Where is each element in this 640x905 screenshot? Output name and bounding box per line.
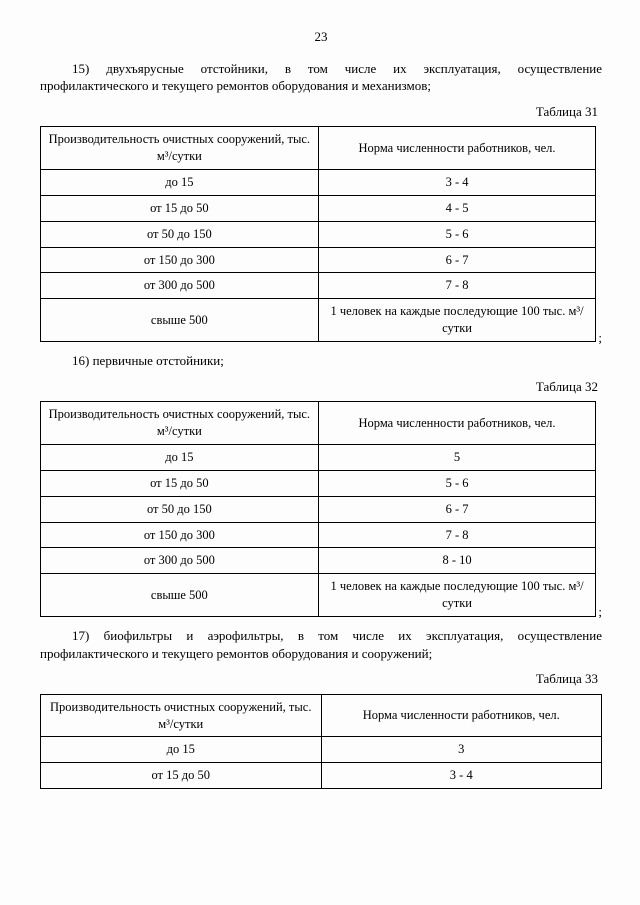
cell: от 15 до 50 (41, 470, 319, 496)
trailing-semicolon: ; (598, 603, 602, 621)
table-row: от 50 до 1505 - 6 (41, 221, 596, 247)
cell: от 50 до 150 (41, 221, 319, 247)
page-number: 23 (40, 28, 602, 46)
cell: 1 человек на каждые последующие 100 тыс.… (318, 574, 596, 617)
table-32-caption: Таблица 32 (40, 378, 598, 396)
table-31: Производительность очистных сооружений, … (40, 126, 596, 342)
table-header-right: Норма численности работников, чел. (321, 694, 602, 737)
cell: свыше 500 (41, 299, 319, 342)
section-15-text: 15) двухъярусные отстойники, в том числе… (40, 60, 602, 95)
cell: 5 (318, 444, 596, 470)
table-row: до 153 - 4 (41, 169, 596, 195)
page: 23 15) двухъярусные отстойники, в том чи… (0, 0, 640, 905)
cell: от 50 до 150 (41, 496, 319, 522)
cell: 8 - 10 (318, 548, 596, 574)
cell: от 150 до 300 (41, 522, 319, 548)
cell: 6 - 7 (318, 247, 596, 273)
table-row: Производительность очистных сооружений, … (41, 694, 602, 737)
table-33: Производительность очистных сооружений, … (40, 694, 602, 790)
table-row: свыше 5001 человек на каждые последующие… (41, 574, 596, 617)
table-row: от 15 до 504 - 5 (41, 195, 596, 221)
table-header-right: Норма численности работников, чел. (318, 402, 596, 445)
table-row: от 15 до 503 - 4 (41, 763, 602, 789)
table-row: Производительность очистных сооружений, … (41, 402, 596, 445)
section-17-text: 17) биофильтры и аэрофильтры, в том числ… (40, 627, 602, 662)
cell: от 15 до 50 (41, 763, 322, 789)
table-row: до 155 (41, 444, 596, 470)
cell: 4 - 5 (318, 195, 596, 221)
cell: свыше 500 (41, 574, 319, 617)
cell: от 150 до 300 (41, 247, 319, 273)
section-num: 16) (72, 353, 89, 368)
table-row: от 150 до 3006 - 7 (41, 247, 596, 273)
table-33-caption: Таблица 33 (40, 670, 598, 688)
table-row: от 50 до 1506 - 7 (41, 496, 596, 522)
table-row: от 150 до 3007 - 8 (41, 522, 596, 548)
cell: 7 - 8 (318, 273, 596, 299)
cell: 6 - 7 (318, 496, 596, 522)
cell: 7 - 8 (318, 522, 596, 548)
table-header-left: Производительность очистных сооружений, … (41, 694, 322, 737)
section-body: двухъярусные отстойники, в том числе их … (40, 61, 602, 94)
cell: от 300 до 500 (41, 548, 319, 574)
section-16-text: 16) первичные отстойники; (40, 352, 602, 370)
cell: от 15 до 50 (41, 195, 319, 221)
table-row: до 153 (41, 737, 602, 763)
trailing-semicolon: ; (598, 329, 602, 347)
cell: 3 - 4 (318, 169, 596, 195)
table-row: от 15 до 505 - 6 (41, 470, 596, 496)
cell: до 15 (41, 169, 319, 195)
table-row: Производительность очистных сооружений, … (41, 127, 596, 170)
table-row: свыше 5001 человек на каждые последующие… (41, 299, 596, 342)
cell: 5 - 6 (318, 221, 596, 247)
cell: 5 - 6 (318, 470, 596, 496)
section-body: биофильтры и аэрофильтры, в том числе их… (40, 628, 602, 661)
table-31-caption: Таблица 31 (40, 103, 598, 121)
cell: до 15 (41, 737, 322, 763)
section-num: 15) (72, 61, 89, 76)
table-header-left: Производительность очистных сооружений, … (41, 127, 319, 170)
table-header-right: Норма численности работников, чел. (318, 127, 596, 170)
cell: до 15 (41, 444, 319, 470)
cell: 3 - 4 (321, 763, 602, 789)
cell: от 300 до 500 (41, 273, 319, 299)
cell: 1 человек на каждые последующие 100 тыс.… (318, 299, 596, 342)
table-row: от 300 до 5008 - 10 (41, 548, 596, 574)
table-header-left: Производительность очистных сооружений, … (41, 402, 319, 445)
section-num: 17) (72, 628, 89, 643)
section-body: первичные отстойники; (93, 353, 224, 368)
table-row: от 300 до 5007 - 8 (41, 273, 596, 299)
cell: 3 (321, 737, 602, 763)
table-32: Производительность очистных сооружений, … (40, 401, 596, 617)
